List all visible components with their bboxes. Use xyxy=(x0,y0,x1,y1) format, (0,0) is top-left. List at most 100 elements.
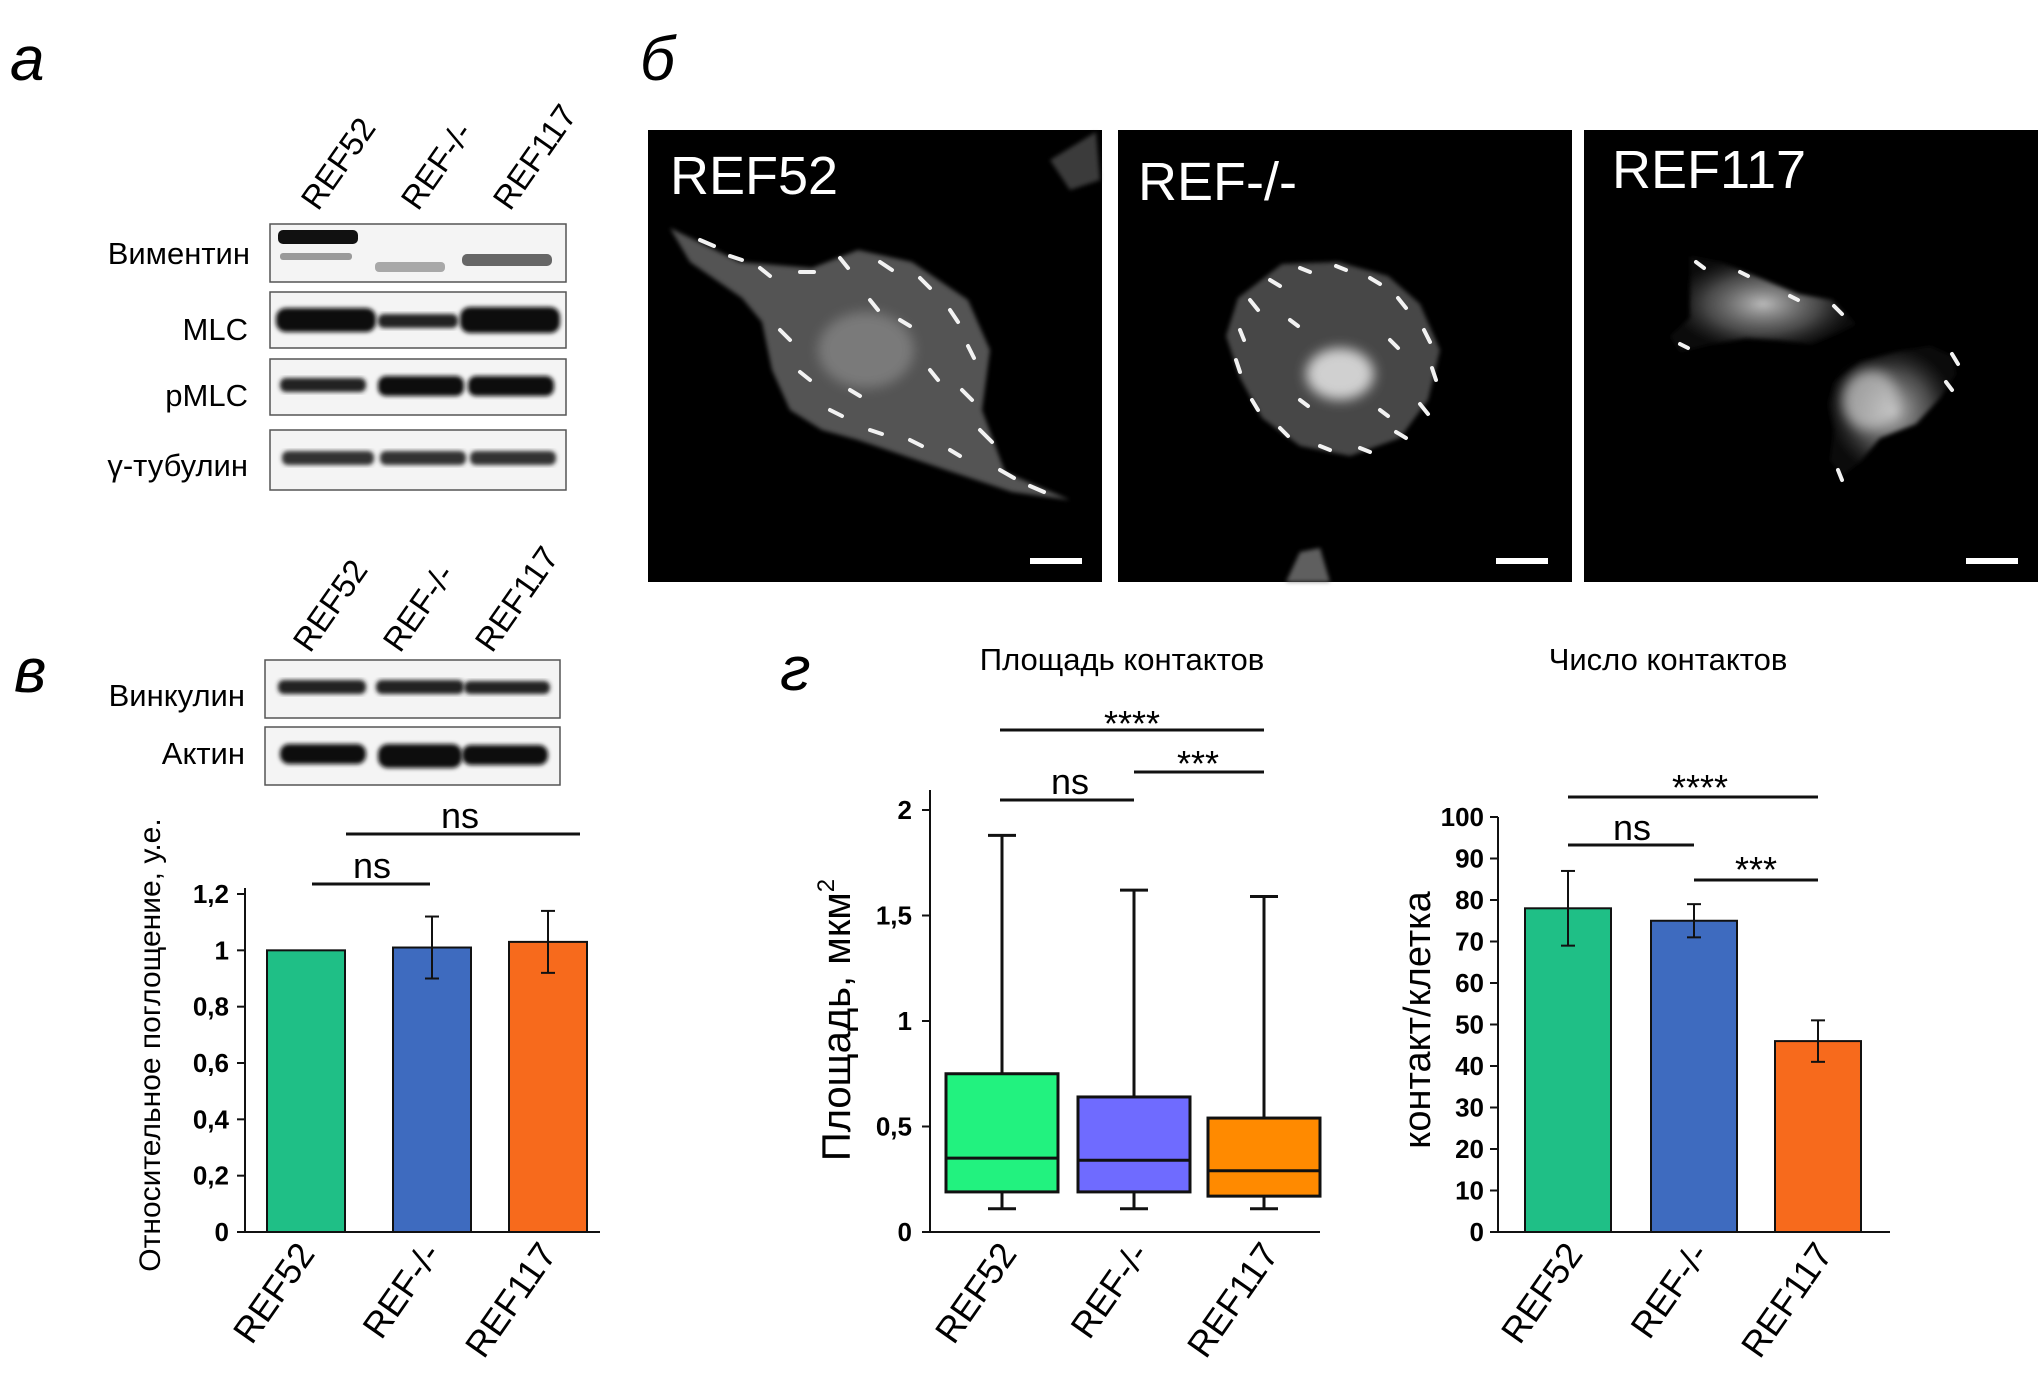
x-tick-label: REF52 xyxy=(225,1235,323,1350)
panel-letter-d: г xyxy=(780,635,811,704)
significance: ns ns xyxy=(312,795,580,886)
bar xyxy=(1524,907,1612,1233)
sig-label: *** xyxy=(1177,743,1219,784)
panel-c-lanes: REF52 REF-/- REF117 xyxy=(285,540,565,658)
cell-fragment xyxy=(1286,548,1330,582)
axes xyxy=(929,790,1320,1233)
blot-band xyxy=(380,451,466,465)
blot-band xyxy=(378,314,458,328)
panel-b-micrographs: REF52 REF-/- REF117 xyxy=(648,130,2038,582)
panel-letter-c: в xyxy=(14,637,46,706)
y-tick-label: 1 xyxy=(898,1006,912,1036)
lane-label: REF117 xyxy=(485,98,583,216)
scale-bar xyxy=(1496,558,1548,564)
x-tick-label: REF52 xyxy=(927,1235,1025,1350)
bar xyxy=(1650,919,1738,1233)
boxes xyxy=(944,833,1322,1211)
x-tick-labels: REF52 REF-/- REF117 xyxy=(225,1235,565,1365)
y-tick-label: 1,5 xyxy=(876,901,912,931)
y-axis-label: Относительное поглощение, у.е. xyxy=(134,818,167,1271)
lane-label: REF52 xyxy=(293,111,382,216)
blot-band xyxy=(460,307,560,333)
x-tick-labels: REF52 REF-/- REF117 xyxy=(927,1235,1287,1365)
sig-label: ns xyxy=(1613,807,1651,848)
blot-label-actin: Актин xyxy=(162,736,245,771)
chart-relative-absorption: 0 0,2 0,4 0,6 0,8 1 1,2 REF52 REF-/- REF117 ns n… xyxy=(134,795,600,1365)
focal-adhesions xyxy=(1234,264,1438,454)
sig-label: *** xyxy=(1735,849,1777,890)
blot-band xyxy=(280,253,352,260)
significance: **** ns *** xyxy=(1568,767,1818,890)
x-tick-label: REF117 xyxy=(457,1235,565,1365)
y-tick-label: 0 xyxy=(1470,1217,1484,1247)
cell-nucleus xyxy=(1306,348,1374,400)
blot-label-vinculin: Винкулин xyxy=(109,678,245,713)
bars xyxy=(266,909,588,1234)
y-axis-label-sup: 2 xyxy=(813,879,840,892)
blot-label-vimentin: Виментин xyxy=(108,236,250,271)
blot-band xyxy=(470,451,556,465)
blot-band xyxy=(464,681,550,694)
blot-label-pmlc: pMLC xyxy=(165,378,248,413)
y-tick-label: 70 xyxy=(1455,927,1484,957)
x-tick-label: REF-/- xyxy=(1622,1235,1716,1345)
lane-label: REF52 xyxy=(285,553,374,658)
panel-letter-b: б xyxy=(640,25,677,94)
y-tick-label: 80 xyxy=(1455,885,1484,915)
bar xyxy=(1774,1040,1862,1233)
lane-label: REF-/- xyxy=(375,557,461,658)
x-tick-label: REF52 xyxy=(1493,1235,1591,1350)
micrograph-label: REF52 xyxy=(670,146,838,206)
chart-contact-count: Число контактов 0 10 20 30 40 50 60 70 80 90 100 R… xyxy=(1397,642,1890,1365)
y-tick-label: 0,8 xyxy=(193,992,229,1022)
blot-band xyxy=(278,230,358,244)
y-tick-label: 40 xyxy=(1455,1051,1484,1081)
x-tick-label: REF-/- xyxy=(1062,1235,1156,1345)
y-axis-label: контакт/клетка xyxy=(1397,890,1439,1148)
focal-adhesions xyxy=(698,238,1046,494)
panel-a-blots: Виментин MLC pMLC γ-тубулин xyxy=(107,223,567,491)
blot-band xyxy=(282,451,374,465)
y-ticks: 0 0,5 1 1,5 2 xyxy=(876,795,930,1247)
y-tick-label: 100 xyxy=(1441,802,1484,832)
cell-nucleus xyxy=(1842,370,1898,430)
y-tick-label: 50 xyxy=(1455,1010,1484,1040)
y-tick-label: 0,2 xyxy=(193,1161,229,1191)
blot-label-mlc: MLC xyxy=(183,312,248,347)
y-tick-label: 0,6 xyxy=(193,1048,229,1078)
sig-label: ns xyxy=(1051,761,1089,802)
y-tick-label: 0,5 xyxy=(876,1112,912,1142)
blot-band xyxy=(462,745,548,765)
y-tick-label: 10 xyxy=(1455,1176,1484,1206)
box xyxy=(1076,1095,1192,1194)
x-tick-label: REF117 xyxy=(1733,1235,1841,1365)
chart-contact-area: Площадь контактов 0 0,5 1 1,5 2 REF52 REF-/- R… xyxy=(813,642,1322,1365)
micrograph-ref117 xyxy=(1584,130,2038,582)
sig-label: **** xyxy=(1104,703,1160,744)
y-tick-label: 60 xyxy=(1455,968,1484,998)
cell-shape xyxy=(1670,256,1856,352)
blot-band xyxy=(378,744,462,768)
y-tick-label: 1 xyxy=(215,935,229,965)
sig-label: ns xyxy=(441,795,479,836)
blot-band xyxy=(462,254,552,266)
focal-adhesions xyxy=(1678,260,1960,482)
significance: **** ns *** xyxy=(1000,703,1264,802)
y-axis-label-text: Площадь, мкм xyxy=(815,892,859,1161)
y-ticks: 0 10 20 30 40 50 60 70 80 90 100 xyxy=(1441,802,1498,1247)
y-axis-label: Площадь, мкм2 xyxy=(813,879,859,1161)
panel-letter-a: а xyxy=(10,25,44,94)
micrograph-label: REF-/- xyxy=(1138,152,1297,212)
blot-band xyxy=(280,378,366,392)
bar xyxy=(266,949,346,1233)
blot-band xyxy=(376,680,464,694)
blot-band xyxy=(278,680,366,694)
lane-label: REF117 xyxy=(467,540,565,658)
y-tick-label: 90 xyxy=(1455,844,1484,874)
blot-label-tubulin: γ-тубулин xyxy=(107,448,248,483)
cell-nucleus xyxy=(818,312,914,388)
x-tick-label: REF-/- xyxy=(354,1235,448,1345)
chart-title: Число контактов xyxy=(1549,642,1788,677)
